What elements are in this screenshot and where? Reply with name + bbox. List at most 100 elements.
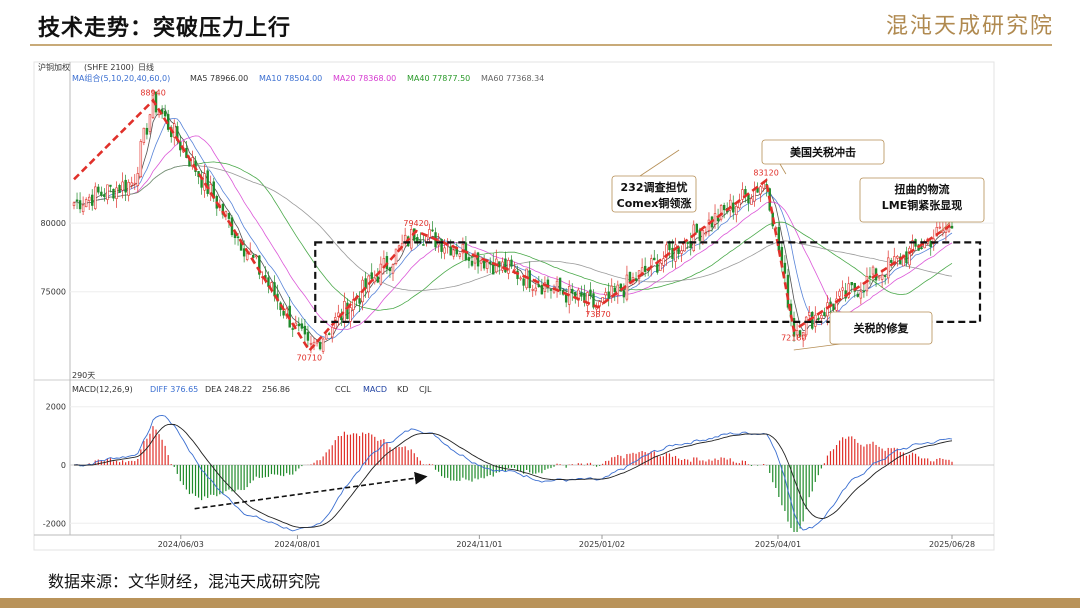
candle-body <box>534 287 537 292</box>
indicator-tabs[interactable]: CCL MACD KD CJL <box>335 385 432 394</box>
candle-body <box>291 328 294 330</box>
candle-body <box>571 288 574 294</box>
macd-panel <box>73 414 953 532</box>
candle-body <box>476 252 480 267</box>
candle-body <box>783 262 787 274</box>
candle-body <box>890 260 893 263</box>
candle-body <box>613 287 616 292</box>
candle-body <box>501 261 504 271</box>
candle-body <box>801 332 805 339</box>
callout-leader <box>793 343 841 351</box>
candle-body <box>738 202 741 209</box>
candle-body <box>847 283 850 298</box>
tab-macd[interactable]: MACD <box>363 385 387 394</box>
candle-body <box>242 248 246 257</box>
ma60-line <box>73 164 953 292</box>
candle-body <box>118 184 121 193</box>
candle-body <box>151 90 155 118</box>
price-label: 88940 <box>140 89 165 98</box>
candle-body <box>294 322 297 327</box>
candle-body <box>607 291 610 299</box>
candle-body <box>865 276 869 292</box>
candle-body <box>808 312 811 316</box>
candle-body <box>91 194 94 206</box>
candle-body <box>811 311 814 329</box>
candle-body <box>300 323 304 329</box>
candle-body <box>303 325 307 335</box>
candle-body <box>522 278 525 286</box>
candle-body <box>531 289 534 291</box>
candle-body <box>258 255 261 275</box>
candle-body <box>203 173 206 191</box>
candle-body <box>324 334 328 340</box>
y-axis-ticks: 75000 80000 2000 0 -2000 <box>41 219 66 528</box>
candle-body <box>786 274 790 308</box>
candle-body <box>519 277 522 280</box>
candle-body <box>373 277 376 283</box>
candle-body <box>713 213 717 225</box>
candle-body <box>877 276 881 279</box>
candle-body <box>318 342 322 350</box>
exchange-label: (SHFE 2100) <box>84 63 134 72</box>
candle-body <box>902 254 905 267</box>
candle-body <box>391 264 395 274</box>
candle-body <box>835 298 838 311</box>
candle-body <box>97 186 100 193</box>
days-label: 290天 <box>72 371 95 380</box>
y-tick-label: 80000 <box>41 219 66 228</box>
candle-body <box>643 265 647 272</box>
candle-body <box>100 191 103 196</box>
candle-body <box>832 303 835 310</box>
candle-body <box>604 292 607 296</box>
candle-body <box>935 227 939 237</box>
y-tick-label: 75000 <box>41 288 66 297</box>
candle-body <box>938 226 942 229</box>
x-tick-label: 2025/01/02 <box>579 540 625 549</box>
candle-body <box>555 280 559 290</box>
tab-cjl[interactable]: CJL <box>419 385 432 394</box>
candle-body <box>886 257 890 279</box>
candle-body <box>868 275 872 278</box>
candle-body <box>589 289 592 296</box>
candle-body <box>795 330 799 336</box>
candle-body <box>701 230 705 244</box>
callout-box <box>611 175 697 213</box>
candle-body <box>346 302 349 320</box>
ma-values-legend: MA5 78966.00 MA10 78504.00 MA20 78368.00 MA… <box>190 74 544 83</box>
diff-line <box>73 414 953 532</box>
candle-body <box>838 290 841 297</box>
candle-body <box>841 287 844 291</box>
divergence-arrow <box>194 471 428 510</box>
candle-body <box>321 338 325 352</box>
candle-body <box>513 268 516 271</box>
candle-body <box>798 330 802 337</box>
candle-body <box>370 272 373 280</box>
candle-body <box>777 226 781 251</box>
tab-kd[interactable]: KD <box>397 385 408 394</box>
candle-body <box>163 110 167 117</box>
candle-body <box>139 141 143 178</box>
candle-body <box>473 252 477 264</box>
candle-body <box>87 196 91 201</box>
candle-body <box>416 237 419 243</box>
period-label: 日线 <box>138 62 154 72</box>
price-label: 79420 <box>403 219 428 228</box>
candle-body <box>732 202 735 213</box>
callout-text: 232调查担忧 <box>621 180 688 194</box>
candle-body <box>306 332 310 341</box>
slide-title: 技术走势：突破压力上行 <box>38 16 292 41</box>
diff-label: DIFF 376.65 <box>150 385 198 394</box>
x-tick-label: 2024/11/01 <box>456 540 502 549</box>
candle-body <box>458 253 462 257</box>
candle-body <box>905 251 908 264</box>
candle-body <box>252 254 255 258</box>
instrument-label: 沪铜加权 <box>38 62 70 72</box>
trend-zigzag <box>73 98 951 353</box>
candle-body <box>461 243 465 254</box>
candle-body <box>671 247 674 259</box>
candle-body <box>94 186 97 209</box>
candle-body <box>586 292 589 306</box>
x-tick-label: 2025/04/01 <box>755 540 801 549</box>
tab-ccl[interactable]: CCL <box>335 385 351 394</box>
candle-body <box>537 284 541 288</box>
